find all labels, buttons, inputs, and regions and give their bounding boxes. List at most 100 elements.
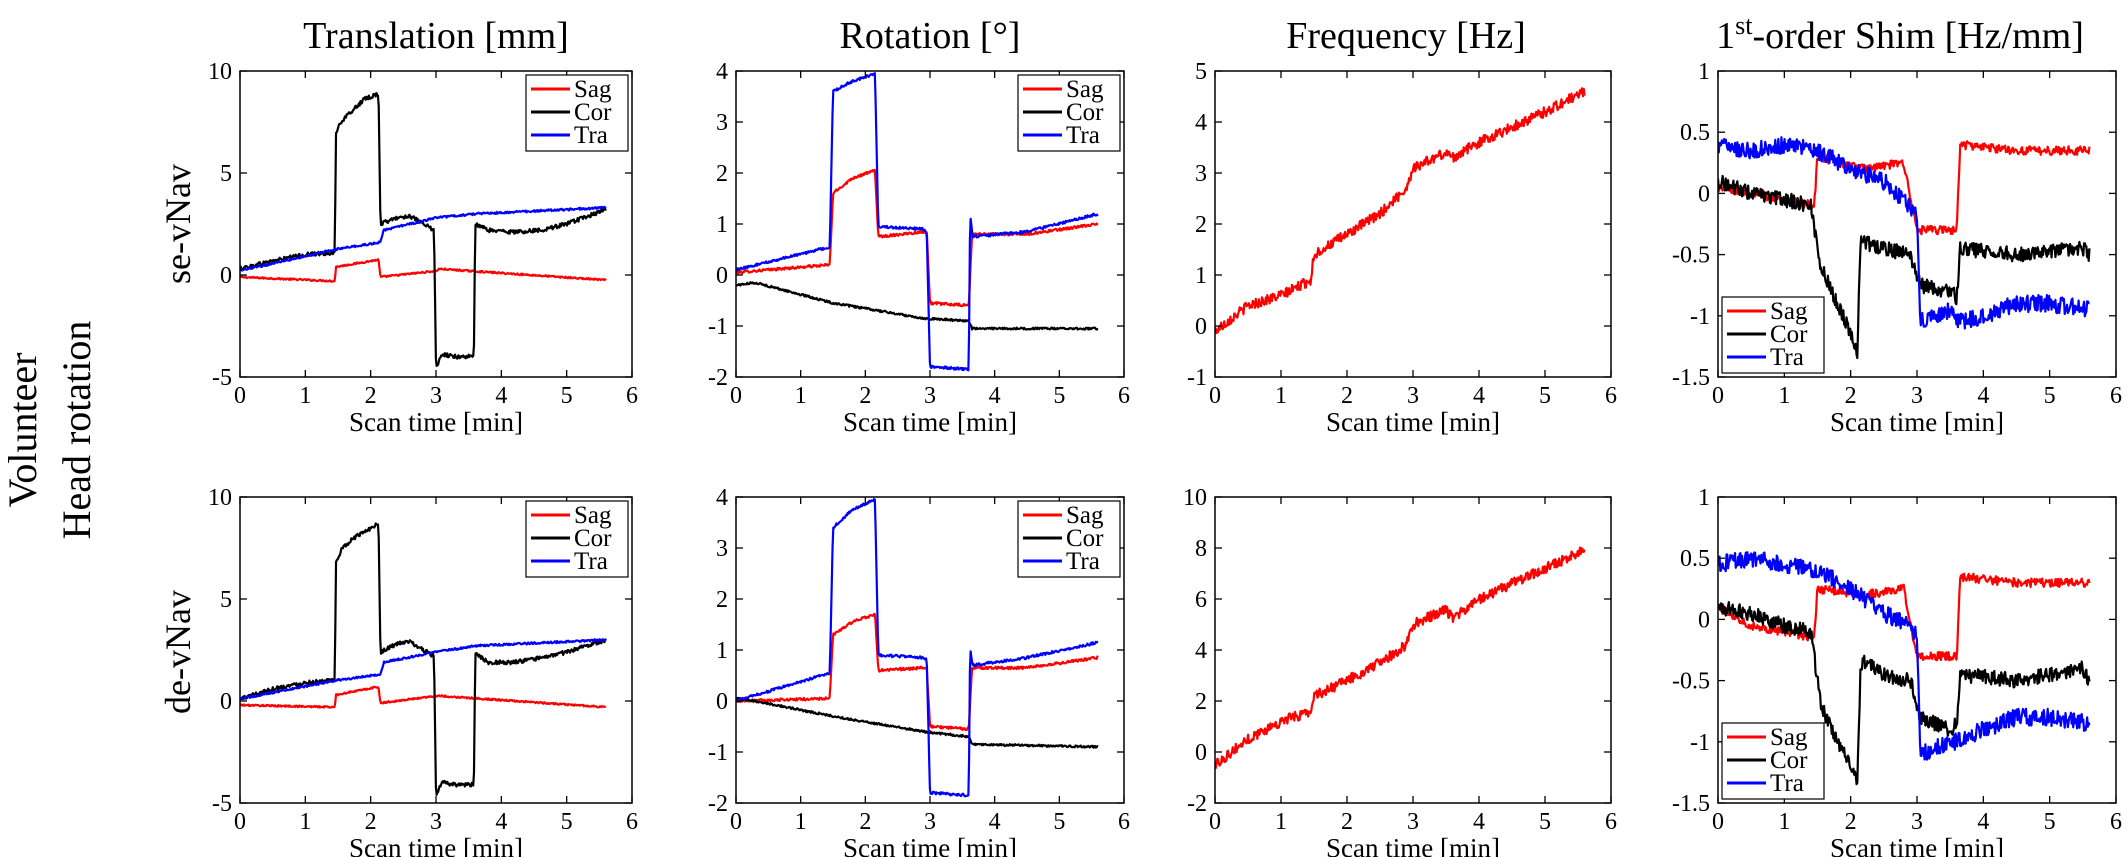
x-tick-label: 6 — [1118, 809, 1130, 835]
y-tick-label: 5 — [220, 161, 232, 187]
x-tick-label: 5 — [561, 809, 573, 835]
x-tick-label: 5 — [1539, 809, 1551, 835]
x-tick-label: 4 — [1977, 809, 1989, 835]
y-tick-label: 5 — [220, 587, 232, 613]
y-tick-label: 0 — [220, 689, 232, 715]
legend-label-cor: Cor — [1066, 525, 1104, 552]
y-tick-label: -5 — [212, 791, 232, 817]
shim-title-sup: st — [1735, 11, 1753, 40]
x-tick-label: 4 — [1473, 383, 1485, 409]
series-line-tra — [240, 205, 607, 272]
x-tick-label: 4 — [1473, 809, 1485, 835]
x-tick-label: 6 — [2110, 809, 2122, 835]
x-tick-label: 0 — [730, 383, 742, 409]
x-tick-label: 0 — [1209, 383, 1221, 409]
y-tick-label: 0 — [716, 689, 728, 715]
y-tick-label: 1 — [716, 212, 728, 238]
x-tick-label: 0 — [1712, 809, 1724, 835]
x-tick-label: 4 — [495, 809, 507, 835]
y-tick-label: -0.5 — [1672, 669, 1710, 695]
y-tick-label: 8 — [1195, 536, 1207, 562]
x-tick-label: 5 — [1539, 383, 1551, 409]
plot-frame — [1214, 70, 1612, 378]
x-tick-label: 2 — [365, 383, 377, 409]
x-tick-label: 6 — [1605, 809, 1617, 835]
y-tick-label: 10 — [208, 485, 232, 511]
series-line-sag — [240, 258, 607, 283]
x-axis-label: Scan time [min] — [1830, 833, 2004, 857]
shim-title-pre: 1 — [1716, 15, 1735, 57]
x-tick-label: 2 — [365, 809, 377, 835]
y-tick-label: -2 — [708, 365, 728, 391]
x-tick-label: 4 — [495, 383, 507, 409]
x-tick-label: 3 — [1407, 383, 1419, 409]
legend-label-sag: Sag — [574, 502, 612, 529]
y-tick-label: 10 — [208, 59, 232, 85]
y-tick-label: 0 — [1195, 314, 1207, 340]
y-tick-label: -1 — [1187, 365, 1207, 391]
y-tick-label: 1 — [1698, 59, 1710, 85]
y-tick-label: 2 — [716, 587, 728, 613]
series-line-tra — [736, 497, 1099, 798]
legend-label-cor: Cor — [574, 99, 612, 126]
x-tick-label: 4 — [989, 809, 1001, 835]
series-line-cor — [1718, 174, 2091, 360]
series-line-sag — [1215, 87, 1586, 335]
y-tick-label: -1.5 — [1672, 365, 1710, 391]
legend-label-tra: Tra — [574, 122, 608, 149]
legend-label-cor: Cor — [1770, 321, 1808, 348]
x-tick-label: 2 — [859, 809, 871, 835]
x-tick-label: 3 — [430, 383, 442, 409]
y-tick-label: 0 — [1698, 181, 1710, 207]
side-label-line1: Volunteer — [0, 353, 45, 508]
x-tick-label: 1 — [795, 809, 807, 835]
x-tick-label: 0 — [730, 809, 742, 835]
x-tick-label: 6 — [626, 383, 638, 409]
x-tick-label: 5 — [2044, 809, 2056, 835]
x-axis-label: Scan time [min] — [1326, 833, 1500, 857]
x-tick-label: 6 — [2110, 383, 2122, 409]
y-tick-label: 0 — [1195, 740, 1207, 766]
x-axis-label: Scan time [min] — [1830, 407, 2004, 437]
legend-label-tra: Tra — [574, 548, 608, 575]
x-tick-label: 6 — [626, 809, 638, 835]
x-tick-label: 6 — [1605, 383, 1617, 409]
legend-label-sag: Sag — [1066, 76, 1104, 103]
y-tick-label: 3 — [1195, 161, 1207, 187]
legend-label-cor: Cor — [1770, 747, 1808, 774]
x-tick-label: 6 — [1118, 383, 1130, 409]
y-tick-label: 3 — [716, 110, 728, 136]
series-line-tra — [240, 638, 607, 701]
y-tick-label: 1 — [716, 638, 728, 664]
panel-p13: 0 1 2 3 4 5 6 -1.5 -1 -0.5 0 0.5 1 Scan time [min] Sag… — [1672, 485, 2122, 857]
legend-label-cor: Cor — [1066, 99, 1104, 126]
y-tick-label: -1.5 — [1672, 791, 1710, 817]
x-tick-label: 1 — [1275, 809, 1287, 835]
column-title-translation: Translation [mm] — [303, 15, 569, 57]
y-tick-label: 6 — [1195, 587, 1207, 613]
x-axis-label: Scan time [min] — [349, 407, 523, 437]
y-tick-label: 0 — [1698, 607, 1710, 633]
side-label: Volunteer Head rotation — [0, 321, 99, 540]
series-line-tra — [1718, 551, 2091, 761]
y-tick-label: 2 — [716, 161, 728, 187]
x-tick-label: 1 — [299, 809, 311, 835]
x-tick-label: 5 — [2044, 383, 2056, 409]
x-axis-label: Scan time [min] — [1326, 407, 1500, 437]
x-tick-label: 5 — [1053, 809, 1065, 835]
y-tick-label: 4 — [716, 59, 728, 85]
y-tick-label: 0 — [716, 263, 728, 289]
series-line-cor — [1718, 600, 2091, 786]
x-tick-label: 1 — [1778, 383, 1790, 409]
